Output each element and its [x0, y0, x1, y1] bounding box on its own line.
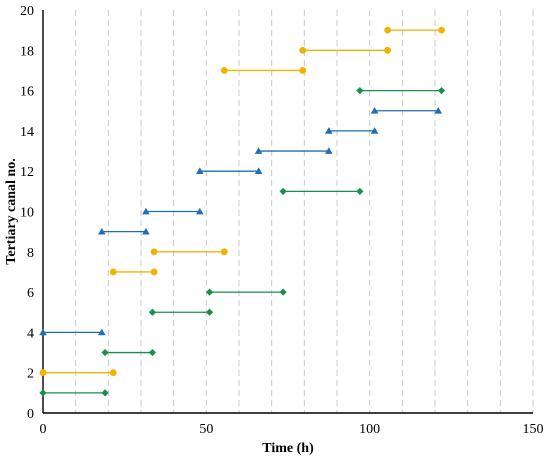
x-tick-label: 0 [40, 422, 47, 437]
y-tick-label: 14 [20, 125, 34, 140]
y-tick-label: 18 [20, 44, 34, 59]
x-axis-title: Time (h) [262, 441, 314, 456]
triangle-marker [196, 167, 204, 175]
y-axis-title: Tertiary canal no. [4, 158, 19, 264]
circle-marker [220, 248, 228, 256]
y-tick-label: 6 [27, 286, 34, 301]
y-tick-label: 12 [20, 165, 34, 180]
circle-marker [299, 46, 307, 54]
y-tick-label: 4 [27, 326, 34, 341]
canal-10-segment [142, 207, 204, 215]
circle-marker [384, 46, 392, 54]
diamond-marker [279, 288, 287, 296]
canal-6-segment [206, 288, 287, 296]
canal-4-segment [39, 328, 106, 336]
canal-13-segment [254, 147, 333, 154]
x-tick-label: 100 [359, 422, 380, 437]
canal-12-segment [196, 167, 263, 175]
diamond-marker [206, 308, 214, 316]
y-tick-label: 0 [27, 407, 34, 422]
canal-7-segment [109, 268, 158, 276]
diamond-marker [437, 87, 446, 95]
diamond-marker [39, 389, 47, 397]
triangle-marker [98, 227, 106, 235]
canal-16-segment [356, 87, 446, 95]
circle-marker [150, 248, 158, 256]
diamond-marker [148, 308, 157, 316]
y-tick-labels: 0 2 4 6 8 10 12 14 16 18 20 [20, 4, 34, 422]
diamond-marker [206, 288, 214, 296]
canal-14-segment [325, 127, 379, 134]
circle-marker [109, 268, 117, 276]
canal-19-segment [384, 26, 445, 34]
circle-marker [39, 369, 47, 377]
y-tick-label: 20 [20, 4, 34, 19]
triangle-marker [254, 147, 263, 154]
triangle-marker [142, 227, 150, 235]
canal-11-segment [279, 187, 364, 195]
triangle-marker [98, 328, 106, 336]
diamond-marker [279, 187, 287, 195]
canal-5-segment [148, 308, 214, 316]
y-tick-label: 8 [27, 246, 34, 261]
series-circle [39, 26, 445, 377]
y-tick-label: 2 [27, 367, 34, 382]
canal-1-segment [39, 389, 109, 397]
circle-marker [384, 26, 392, 34]
circle-marker [109, 369, 117, 377]
diamond-marker [356, 87, 364, 95]
triangle-marker [370, 127, 379, 134]
diamond-marker [356, 187, 364, 195]
x-tick-label: 150 [523, 422, 544, 437]
y-tick-label: 16 [20, 85, 34, 100]
series-segments [39, 26, 446, 397]
x-tick-labels: 0 50 100 150 [40, 422, 544, 437]
diamond-marker [101, 389, 109, 397]
canal-9-segment [98, 227, 150, 235]
diamond-marker [148, 348, 157, 357]
circle-marker [220, 67, 228, 74]
triangle-marker [434, 106, 443, 114]
canal-18-segment [299, 46, 392, 54]
canal-15-segment [370, 106, 443, 114]
circle-marker [299, 67, 307, 74]
canal-8-segment [150, 248, 228, 256]
triangle-marker [39, 328, 47, 336]
canal-17-segment [220, 67, 307, 74]
canal-3-segment [101, 348, 157, 357]
triangle-marker [196, 207, 204, 215]
triangle-marker [254, 167, 263, 175]
triangle-marker [325, 127, 333, 134]
triangle-marker [142, 207, 150, 215]
canal-2-segment [39, 369, 117, 377]
triangle-marker [325, 147, 333, 154]
triangle-marker [370, 106, 379, 114]
x-tick-label: 50 [199, 422, 213, 437]
y-tick-label: 10 [20, 206, 34, 221]
diamond-marker [101, 348, 109, 357]
series-diamond [39, 87, 446, 397]
axes [42, 10, 533, 414]
circle-marker [438, 26, 445, 34]
circle-marker [150, 268, 158, 276]
series-triangle [39, 106, 443, 336]
